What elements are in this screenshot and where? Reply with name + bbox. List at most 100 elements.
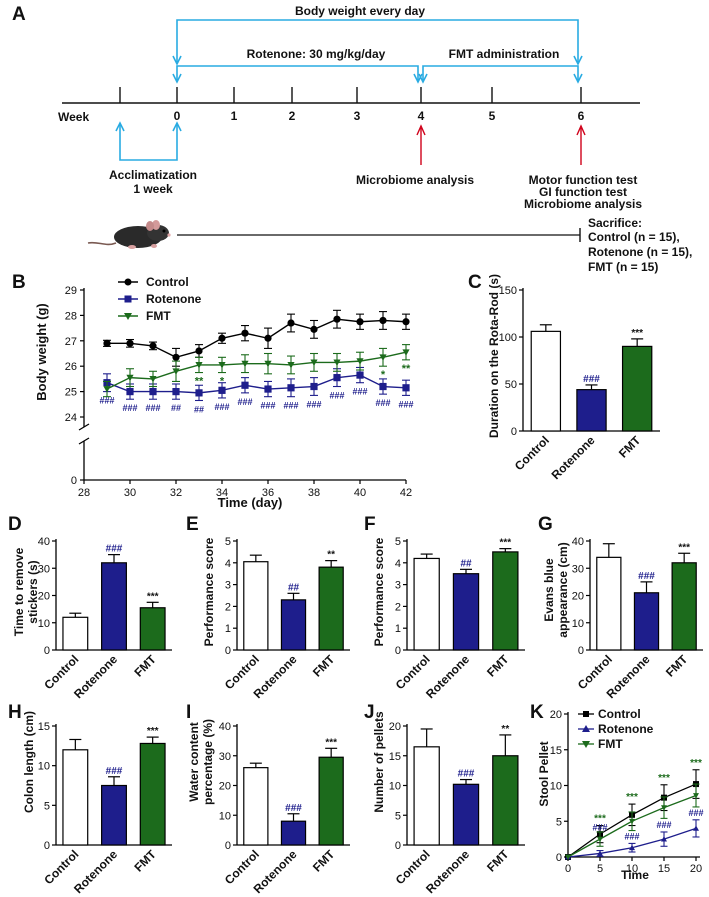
significance-hash: ### xyxy=(145,403,160,413)
series-line-fmt xyxy=(106,351,407,390)
significance-rotenone: ### xyxy=(285,803,302,814)
marker-control xyxy=(287,319,295,327)
marker-rotenone xyxy=(126,388,134,396)
legend-k-rotenone-marker xyxy=(582,725,590,732)
acclimatization-bracket xyxy=(119,124,178,161)
significance-rotenone: ## xyxy=(288,582,300,593)
bar-rotenone xyxy=(101,562,127,651)
panel-e-label: E xyxy=(186,514,199,535)
significance-hash: ### xyxy=(624,831,639,841)
y-tick-label: 28 xyxy=(65,310,77,322)
marker-fmt xyxy=(126,374,134,382)
category-label-fmt: FMT xyxy=(131,847,159,875)
marker-rotenone xyxy=(356,371,364,379)
significance-fmt: ** xyxy=(327,550,335,561)
y-tick-label: 2 xyxy=(395,601,401,613)
y-tick-label: 10 xyxy=(38,618,50,630)
microbiome-label: Microbiome analysis xyxy=(356,173,474,187)
marker-rotenone xyxy=(310,382,318,391)
significance-rotenone: ## xyxy=(460,558,472,569)
panel-d-ylabel-line1: Time to remove xyxy=(12,547,26,636)
panel-d: D Time to remove stickers (s) 010203040C… xyxy=(8,514,172,701)
significance-hash: ### xyxy=(237,397,252,407)
significance-rotenone: ### xyxy=(458,769,475,780)
bar-control xyxy=(413,557,440,651)
significance-hash: ## xyxy=(171,403,181,413)
significance-fmt: *** xyxy=(147,591,159,602)
significance-star: *** xyxy=(594,814,606,825)
gi-test-label: GI function test xyxy=(539,185,627,199)
panel-e: E Performance score 012345Control##Roten… xyxy=(186,514,350,701)
significance-fmt: *** xyxy=(631,328,643,339)
series-line-control xyxy=(107,318,407,359)
marker-rotenone xyxy=(264,385,272,393)
panel-i: I Water content percentage (%) 0 10 20 30 40… xyxy=(186,702,350,896)
panel-c-ylabel: Duration on the Rota-Rod (s) xyxy=(487,274,501,438)
bar-fmt xyxy=(318,566,344,651)
legend-k-control-marker xyxy=(583,711,589,717)
fmt-admin-label: FMT administration xyxy=(449,47,560,61)
y-tick-label: 4 xyxy=(225,558,231,570)
panel-k-xlabel: Time xyxy=(621,868,649,882)
week-tick-label-2: 2 xyxy=(289,109,296,123)
mouse-icon xyxy=(87,220,171,249)
marker-rotenone xyxy=(379,382,387,391)
panel-b: B Body weight (g) Time (day) 0 24 25 26 27 28… xyxy=(12,272,414,510)
x-tick-label: 20 xyxy=(690,863,702,875)
acclimatization-arrow-right xyxy=(172,121,182,132)
fmt-arrow-left xyxy=(418,73,428,84)
panel-d-ylabel-line2: stickers (s) xyxy=(26,560,40,623)
marker-control xyxy=(241,329,249,337)
panel-k-ylabel: Stool Pellet xyxy=(537,741,551,806)
marker-control xyxy=(218,334,226,342)
week-tick-label-4: 4 xyxy=(418,109,425,123)
significance-hash: ### xyxy=(329,391,344,401)
marker-control xyxy=(103,339,111,347)
panel-i-ylabel-line2: percentage (%) xyxy=(201,719,215,805)
bar-rotenone xyxy=(280,599,307,651)
bar-control xyxy=(530,330,562,432)
significance-hash: ### xyxy=(99,396,114,406)
y-tick-label: 30 xyxy=(38,563,50,575)
category-label-fmt: FMT xyxy=(310,847,338,875)
marker-rotenone xyxy=(287,384,295,392)
week-tick-label-6: 6 xyxy=(578,109,585,123)
body-weight-bracket xyxy=(176,19,579,62)
category-label-fmt: FMT xyxy=(310,652,338,680)
marker-control xyxy=(333,315,341,323)
legend-k-fmt-marker xyxy=(582,741,590,748)
legend-control-label: Control xyxy=(146,275,189,289)
panel-f-ylabel: Performance score xyxy=(372,537,386,646)
panel-d-label: D xyxy=(8,514,22,535)
y-tick-label: 29 xyxy=(65,285,77,297)
week-ticks: 0 1 2 3 4 5 6 xyxy=(119,87,585,123)
panel-k-legend: Control Rotenone FMT xyxy=(578,707,654,751)
marker-fmt xyxy=(402,349,410,356)
marker-rotenone xyxy=(661,836,667,842)
marker-rotenone xyxy=(333,374,341,382)
sacrifice-control: Control (n = 15), xyxy=(588,230,680,244)
panel-j-ylabel: Number of pellets xyxy=(372,711,386,813)
motor-test-label: Motor function test xyxy=(529,173,638,187)
y-tick-label: 0 xyxy=(395,645,401,657)
y-axis-break-1 xyxy=(78,423,90,431)
panel-i-label: I xyxy=(186,702,191,723)
bar-control xyxy=(243,561,269,651)
marker-rotenone xyxy=(149,388,157,396)
category-label-rotenone: Rotenone xyxy=(549,433,598,482)
y-tick-label: 40 xyxy=(219,721,231,733)
bar-fmt xyxy=(318,756,344,846)
legend-rotenone-marker xyxy=(124,295,132,303)
bar-fmt xyxy=(671,562,697,651)
y-tick-label: 5 xyxy=(395,536,401,548)
y-tick-label: 20 xyxy=(219,781,231,793)
bar-rotenone xyxy=(633,592,660,651)
y-tick-label: 0 xyxy=(556,852,562,864)
panel-f: F Performance score 012345Control##Roten… xyxy=(364,514,525,701)
fmt-bracket xyxy=(422,65,579,80)
